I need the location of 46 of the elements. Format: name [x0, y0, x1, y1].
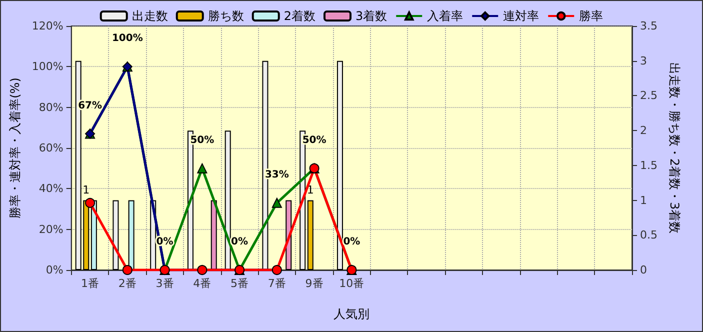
x-tick-label: 3番	[156, 277, 174, 290]
legend-label: 入着率	[427, 9, 464, 23]
point	[85, 198, 96, 208]
x-tick-label: 1番	[81, 277, 100, 290]
data-label: 0%	[231, 236, 248, 248]
bar	[112, 200, 119, 270]
legend-label: 出走数	[132, 9, 168, 23]
data-label: 100%	[112, 33, 143, 44]
legend-label: 勝率	[579, 9, 604, 23]
y2-tick-label: 2	[640, 124, 647, 138]
data-label: 1	[82, 183, 90, 196]
y-tick-label: 120%	[32, 20, 64, 32]
x-tick-label: 7番	[268, 277, 286, 290]
bar	[307, 200, 314, 270]
point	[197, 163, 208, 174]
y2-tick-label: 1.5	[640, 158, 658, 172]
y-tick-label: 40%	[38, 182, 64, 196]
y-tick-label: 100%	[32, 60, 64, 74]
y-tick-label: 80%	[38, 100, 64, 114]
y-tick-label: 0%	[46, 264, 64, 276]
legend-label: 勝ち数	[208, 9, 244, 23]
bar	[210, 200, 217, 270]
y-tick-label: 20%	[38, 222, 64, 236]
point	[272, 198, 282, 208]
data-label: 0%	[343, 236, 360, 248]
legend-label: 2着数	[284, 9, 316, 23]
x-tick-label: 4番	[193, 277, 212, 290]
x-tick-label: 10番	[339, 277, 364, 290]
y2-tick-label: 0.5	[640, 228, 658, 242]
y2-tick-label: 3.5	[640, 20, 658, 32]
point	[122, 265, 132, 275]
x-tick-label: 9番	[305, 277, 324, 290]
x-tick-label: 5番	[230, 277, 249, 290]
legend-label: 連対率	[503, 9, 540, 23]
y2-tick-label: 0	[640, 264, 647, 276]
y2-tick-label: 2.5	[640, 89, 658, 102]
y2-axis-title: 出走数・勝ち数・2着数・3着数	[667, 62, 682, 234]
x-tick-label: 2番	[118, 277, 136, 290]
y2-tick-label: 1	[640, 194, 647, 207]
y-axis-title: 勝率・連対率・入着率(%)	[8, 78, 22, 218]
x-axis-title: 人気別	[334, 307, 370, 321]
y2-tick-label: 3	[640, 54, 647, 68]
legend-label: 3着数	[356, 9, 388, 23]
bar	[336, 60, 343, 270]
bar	[224, 130, 231, 270]
y-tick-label: 60%	[38, 142, 64, 154]
